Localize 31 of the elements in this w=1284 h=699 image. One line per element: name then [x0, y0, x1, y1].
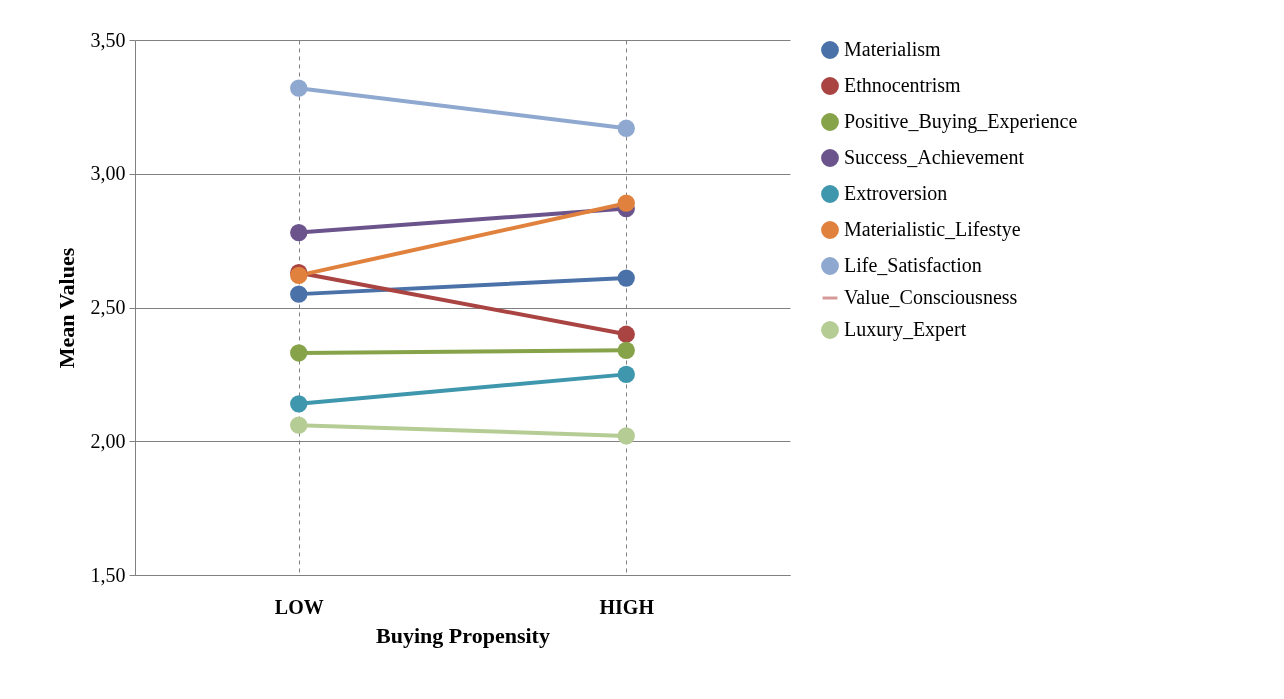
point — [290, 285, 308, 303]
x-tick-label: HIGH — [599, 595, 655, 618]
legend-label: Success_Achievement — [844, 146, 1025, 168]
legend-label: Luxury_Expert — [844, 318, 967, 341]
point — [290, 416, 308, 434]
point — [290, 223, 308, 242]
legend-label: Value_Consciousness — [844, 286, 1018, 308]
point — [617, 194, 635, 212]
legend-label: Extroversion — [844, 182, 948, 204]
y-axis-title: Mean Values — [53, 247, 79, 369]
point — [617, 365, 635, 384]
legend-label: Materialistic_Lifestye — [844, 218, 1021, 241]
y-tick-label: 2,50 — [90, 296, 126, 318]
point — [617, 325, 635, 343]
point — [617, 269, 635, 287]
x-axis-title: Buying Propensity — [376, 622, 550, 648]
legend-label: Materialism — [844, 38, 942, 60]
point — [617, 119, 635, 137]
y-tick-label: 3,50 — [90, 28, 126, 51]
point — [290, 79, 308, 97]
point — [617, 427, 635, 445]
legend-label: Ethnocentrism — [844, 74, 962, 96]
y-tick-label: 1,50 — [90, 563, 126, 586]
y-tick-label: 2,00 — [90, 429, 126, 452]
legend-label: Life_Satisfaction — [844, 254, 982, 276]
y-tick-label: 3,00 — [90, 162, 126, 185]
point — [290, 395, 308, 413]
x-tick-label: LOW — [274, 595, 324, 618]
legend-label: Positive_Buying_Experience — [844, 110, 1078, 133]
point — [290, 344, 308, 362]
point — [617, 341, 635, 359]
